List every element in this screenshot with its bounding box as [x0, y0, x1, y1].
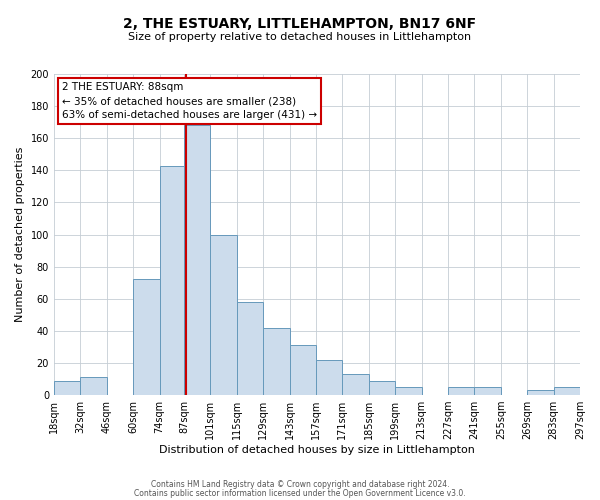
Text: Contains HM Land Registry data © Crown copyright and database right 2024.: Contains HM Land Registry data © Crown c… — [151, 480, 449, 489]
Bar — [316, 360, 343, 395]
Bar — [448, 387, 475, 395]
Bar — [160, 166, 184, 395]
Text: Contains public sector information licensed under the Open Government Licence v3: Contains public sector information licen… — [134, 488, 466, 498]
Bar — [263, 328, 290, 395]
Bar — [343, 374, 369, 395]
Bar — [554, 387, 580, 395]
Y-axis label: Number of detached properties: Number of detached properties — [15, 147, 25, 322]
Bar — [395, 387, 422, 395]
Bar — [80, 378, 107, 395]
X-axis label: Distribution of detached houses by size in Littlehampton: Distribution of detached houses by size … — [159, 445, 475, 455]
Bar — [290, 346, 316, 395]
Text: Size of property relative to detached houses in Littlehampton: Size of property relative to detached ho… — [128, 32, 472, 42]
Bar — [369, 380, 395, 395]
Text: 2 THE ESTUARY: 88sqm
← 35% of detached houses are smaller (238)
63% of semi-deta: 2 THE ESTUARY: 88sqm ← 35% of detached h… — [62, 82, 317, 120]
Bar — [133, 280, 160, 395]
Text: 2, THE ESTUARY, LITTLEHAMPTON, BN17 6NF: 2, THE ESTUARY, LITTLEHAMPTON, BN17 6NF — [124, 18, 476, 32]
Bar — [527, 390, 554, 395]
Bar — [237, 302, 263, 395]
Bar — [54, 380, 80, 395]
Bar — [184, 126, 211, 395]
Bar — [211, 234, 237, 395]
Bar — [475, 387, 501, 395]
